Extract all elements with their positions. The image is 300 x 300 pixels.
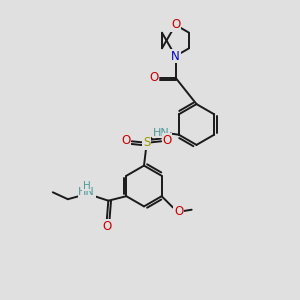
Text: O: O bbox=[121, 134, 130, 147]
Text: HN: HN bbox=[78, 187, 95, 197]
Text: O: O bbox=[174, 205, 183, 218]
Text: O: O bbox=[149, 71, 158, 84]
Text: N: N bbox=[171, 50, 180, 63]
Text: O: O bbox=[163, 134, 172, 147]
Text: O: O bbox=[102, 220, 112, 233]
Text: O: O bbox=[171, 18, 180, 32]
Text: H: H bbox=[83, 181, 91, 191]
Text: HN: HN bbox=[152, 128, 169, 138]
Text: S: S bbox=[143, 136, 150, 149]
